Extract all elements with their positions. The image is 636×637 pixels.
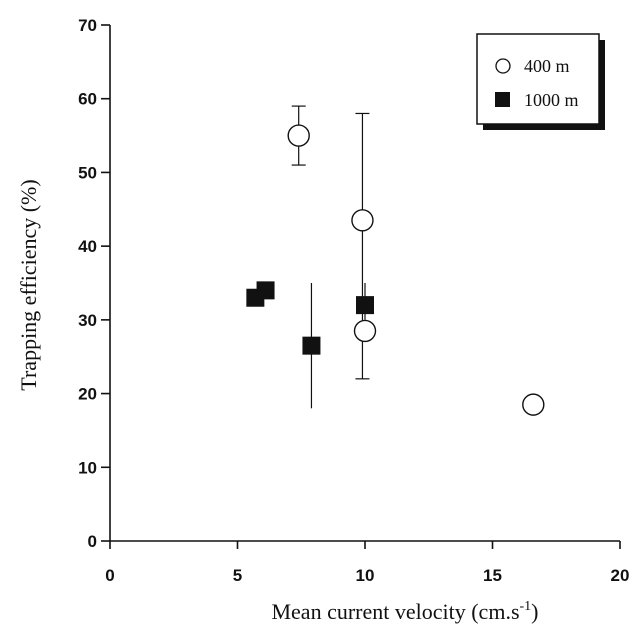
y-tick-label: 30 — [78, 311, 97, 330]
data-point-400m — [287, 124, 310, 147]
x-tick-label: 5 — [233, 566, 242, 585]
legend-open-circle-icon — [495, 58, 511, 74]
y-tick-label: 10 — [78, 458, 97, 477]
data-point-1000m — [256, 281, 275, 300]
y-tick-label: 40 — [78, 237, 97, 256]
x-tick-label: 20 — [611, 566, 630, 585]
legend-filled-square-icon — [495, 92, 510, 107]
tick-labels: 0 10 20 30 40 50 60 70 0 5 10 15 20 — [78, 16, 629, 585]
data-point-1000m — [356, 296, 374, 315]
data-point-400m — [522, 393, 545, 416]
y-tick-label: 70 — [78, 16, 97, 35]
y-tick-label: 50 — [78, 163, 97, 182]
legend-label-400m: 400 m — [524, 56, 570, 76]
error-bars — [291, 105, 370, 409]
data-point-400m — [351, 209, 374, 232]
y-tick-label: 60 — [78, 90, 97, 109]
x-tick-label: 0 — [105, 566, 114, 585]
y-axis-title: Trapping efficiency (%) — [16, 179, 41, 390]
legend-box — [476, 33, 600, 125]
legend-label-1000m: 1000 m — [524, 90, 579, 110]
x-tick-label: 15 — [483, 566, 502, 585]
x-tick-label: 10 — [356, 566, 375, 585]
y-tick-label: 20 — [78, 385, 97, 404]
data-point-400m — [353, 319, 377, 343]
legend: 400 m 1000 m — [476, 33, 605, 130]
data-point-1000m — [302, 336, 321, 355]
y-tick-label: 0 — [88, 532, 97, 551]
axes — [101, 24, 621, 549]
x-axis-title: Mean current velocity (cm.s-1) — [271, 599, 538, 624]
data-points — [246, 124, 545, 416]
